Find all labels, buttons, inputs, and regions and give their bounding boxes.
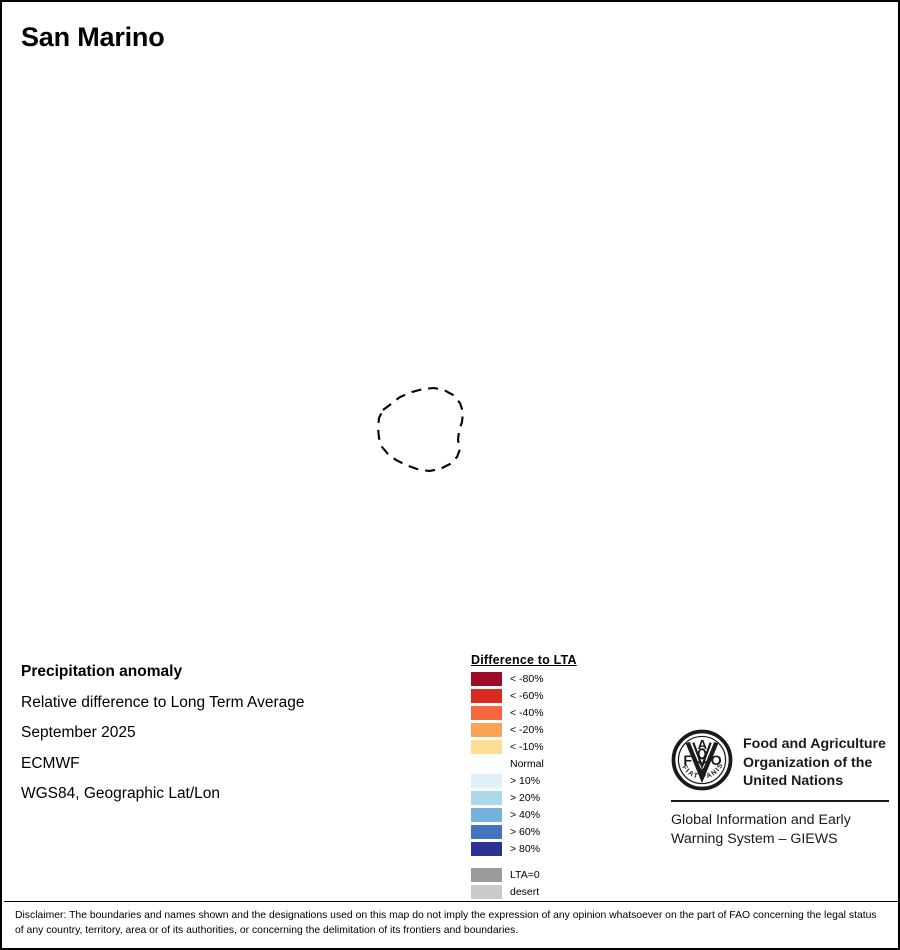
- svg-text:A: A: [698, 737, 708, 752]
- legend-item-2: < -40%: [471, 705, 631, 722]
- legend-item-8: > 40%: [471, 807, 631, 824]
- legend-label: < -60%: [510, 690, 544, 702]
- map-info-block: Precipitation anomaly Relative differenc…: [21, 657, 441, 810]
- legend-item-0: < -80%: [471, 671, 631, 688]
- legend-label: < -40%: [510, 707, 544, 719]
- legend-item-list: < -80% < -60% < -40% < -20% < -10% Normal > 10…: [471, 671, 631, 858]
- legend-label: < -80%: [510, 673, 544, 685]
- svg-text:F: F: [683, 753, 692, 769]
- legend-label: > 20%: [510, 792, 541, 804]
- legend-item-3: < -20%: [471, 722, 631, 739]
- info-projection: WGS84, Geographic Lat/Lon: [21, 785, 221, 802]
- legend-extra-item-1: desert: [471, 884, 631, 901]
- legend-swatch: [471, 672, 502, 686]
- legend-swatch: [471, 868, 502, 882]
- legend-label: > 40%: [510, 809, 541, 821]
- legend-swatch: [471, 791, 502, 805]
- legend-item-5: Normal: [471, 756, 631, 773]
- legend-item-9: > 60%: [471, 824, 631, 841]
- legend-label: desert: [510, 886, 540, 898]
- legend-swatch: [471, 808, 502, 822]
- fao-divider: [671, 800, 889, 802]
- info-period: September 2025: [21, 724, 136, 741]
- map-legend: Difference to LTA < -80% < -60% < -40% < -2…: [471, 653, 631, 901]
- legend-swatch: [471, 774, 502, 788]
- fao-organization-name: Food and Agriculture Organization of the…: [743, 736, 886, 789]
- legend-label: < -10%: [510, 741, 544, 753]
- legend-swatch: [471, 825, 502, 839]
- legend-extra-item-0: LTA=0: [471, 867, 631, 884]
- legend-title: Difference to LTA: [471, 653, 577, 667]
- legend-swatch: [471, 885, 502, 899]
- legend-item-10: > 80%: [471, 841, 631, 858]
- disclaimer-text: Disclaimer: The boundaries and names sho…: [15, 910, 877, 936]
- fao-logo-icon: F A O FIAT PANIS: [671, 729, 733, 791]
- legend-swatch: [471, 723, 502, 737]
- info-subtitle: Relative difference to Long Term Average: [21, 693, 305, 711]
- legend-spacer: [471, 858, 631, 867]
- legend-label: > 80%: [510, 843, 541, 855]
- svg-text:O: O: [711, 753, 722, 769]
- page-title: San Marino: [21, 22, 165, 52]
- legend-label: LTA=0: [510, 869, 540, 881]
- legend-item-1: < -60%: [471, 688, 631, 705]
- disclaimer-divider: [4, 901, 898, 902]
- giews-programme-name: Global Information and Early Warning Sys…: [671, 812, 851, 847]
- legend-item-7: > 20%: [471, 790, 631, 807]
- legend-label: Normal: [510, 758, 544, 770]
- info-source: ECMWF: [21, 754, 80, 772]
- legend-item-6: > 10%: [471, 773, 631, 790]
- info-heading: Precipitation anomaly: [21, 663, 183, 680]
- country-outline-san-marino: [376, 386, 465, 473]
- map-canvas[interactable]: [2, 62, 898, 642]
- legend-label: < -20%: [510, 724, 544, 736]
- legend-swatch: [471, 842, 502, 856]
- fao-branding: F A O FIAT PANIS Food and Agriculture Or…: [671, 729, 891, 849]
- legend-swatch: [471, 740, 502, 754]
- legend-extra-item-list: LTA=0 desert: [471, 867, 631, 901]
- legend-label: > 10%: [510, 775, 541, 787]
- legend-swatch: [471, 689, 502, 703]
- legend-label: > 60%: [510, 826, 541, 838]
- legend-swatch: [471, 706, 502, 720]
- legend-item-4: < -10%: [471, 739, 631, 756]
